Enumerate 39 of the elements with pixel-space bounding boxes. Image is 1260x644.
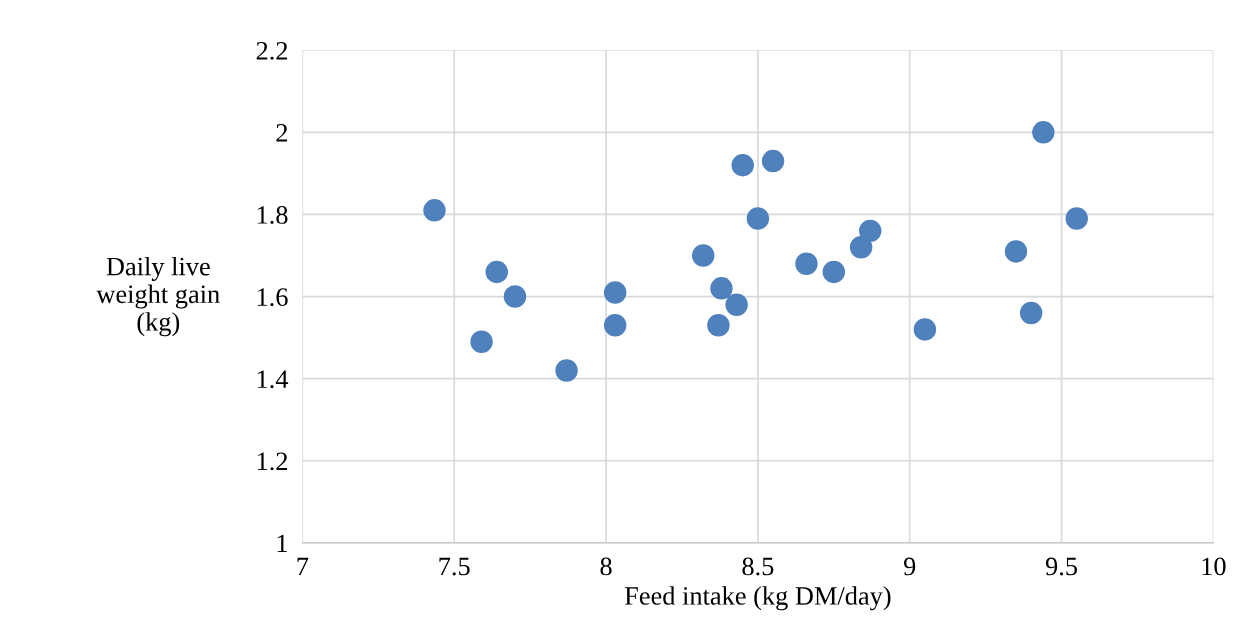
- y-axis-title: Daily live weight gain (kg): [96, 256, 220, 337]
- x-tick-label: 7.5: [439, 557, 470, 576]
- point: [913, 318, 937, 341]
- point: [485, 260, 508, 284]
- point: [859, 219, 882, 243]
- x-tick-label: 10: [1202, 557, 1226, 576]
- y-tick-label: 1.2: [257, 452, 288, 471]
- y-tick-label: 1.6: [257, 288, 288, 307]
- x-tick-label: 9: [903, 557, 916, 576]
- y-tick-label: 1.8: [257, 206, 288, 224]
- point: [1004, 240, 1028, 263]
- point: [849, 236, 873, 259]
- x-tick-label: 9.5: [1045, 557, 1078, 576]
- point: [822, 260, 846, 284]
- x-axis-title: Feed intake (kg DM/day): [624, 586, 891, 611]
- point: [707, 314, 730, 337]
- y-tick-label: 1: [277, 534, 287, 553]
- point: [503, 285, 527, 308]
- y-tick-label: 2: [276, 124, 288, 142]
- y-tick-label: 2.2: [256, 41, 288, 60]
- point: [1019, 301, 1043, 325]
- point: [423, 199, 446, 222]
- point: [1032, 121, 1055, 144]
- point: [470, 330, 493, 353]
- point: [603, 281, 627, 304]
- point: [731, 153, 754, 177]
- x-tick-label: 8: [600, 557, 612, 576]
- point: [795, 252, 818, 275]
- x-tick-label: 7: [297, 557, 309, 576]
- x-tick-label: 8.5: [742, 557, 774, 576]
- point: [710, 277, 733, 300]
- point: [1065, 207, 1088, 230]
- point: [725, 293, 748, 317]
- point: [603, 314, 627, 337]
- y-tick-label: 1.4: [257, 370, 289, 389]
- point: [555, 359, 578, 382]
- point: [692, 244, 715, 267]
- point: [761, 149, 785, 173]
- point: [746, 207, 770, 230]
